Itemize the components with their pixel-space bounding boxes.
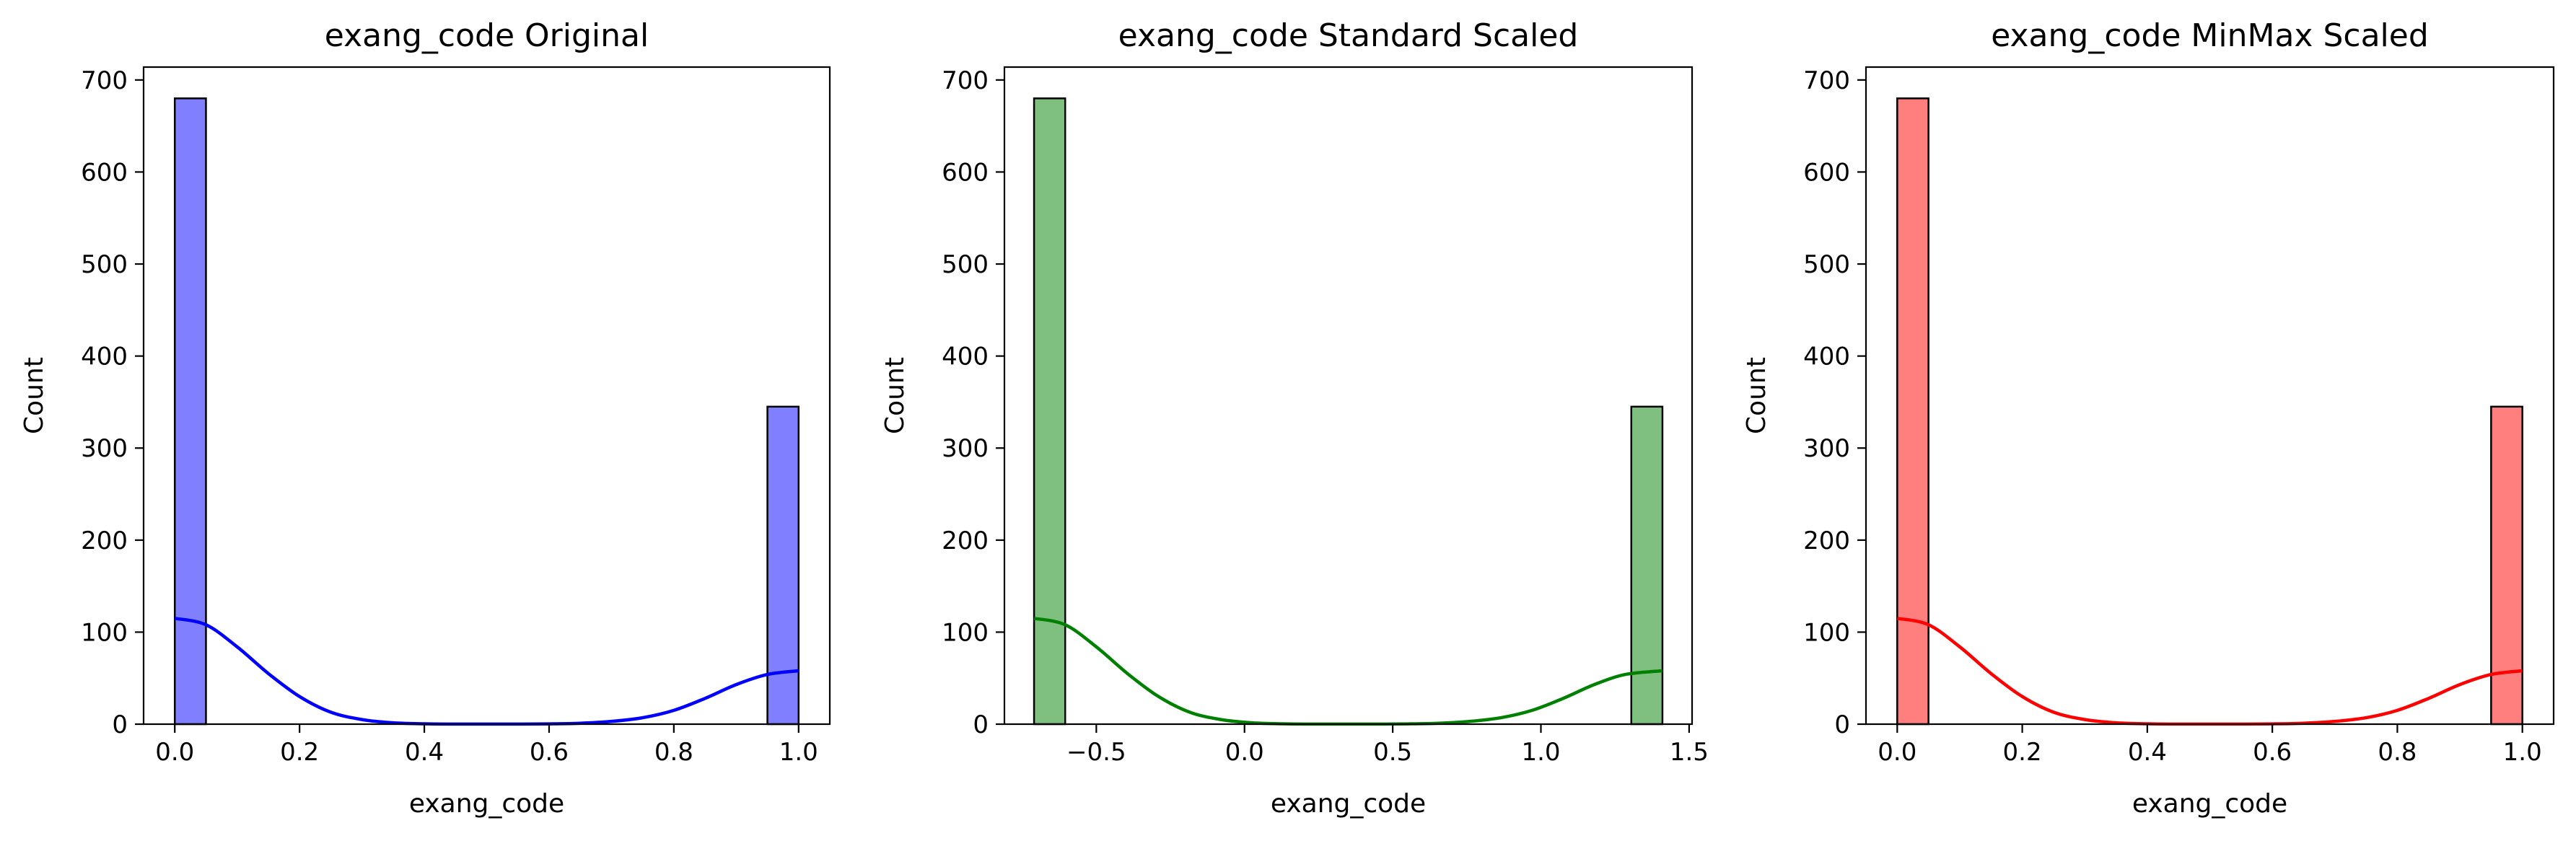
histogram-panel-original: 0.0 0.2 0.4 0.6 0.8 1.0 0 100 200 300 400 500 600 700… bbox=[19, 17, 831, 819]
x-tick-label: 0.6 bbox=[2253, 738, 2292, 767]
y-axis-label: Count bbox=[19, 357, 49, 434]
plot-frame bbox=[142, 66, 831, 726]
y-tick-label: 0 bbox=[112, 710, 128, 739]
y-axis-label: Count bbox=[1742, 357, 1771, 434]
y-tick-label: 700 bbox=[1803, 66, 1850, 95]
histogram-bar bbox=[1033, 97, 1066, 726]
x-tick-label: 1.5 bbox=[1670, 738, 1709, 767]
y-tick-label: 500 bbox=[1803, 250, 1850, 279]
histogram-bar bbox=[1896, 97, 1929, 726]
x-tick-label: 0.5 bbox=[1373, 738, 1412, 767]
x-axis-label: exang_code bbox=[2132, 789, 2287, 819]
x-tick-label: 0.0 bbox=[155, 738, 194, 767]
x-tick-label: 0.0 bbox=[1878, 738, 1916, 767]
x-tick-label: −0.5 bbox=[1066, 738, 1126, 767]
x-tick-label: 1.0 bbox=[2503, 738, 2542, 767]
y-tick-label: 700 bbox=[942, 66, 989, 95]
histogram-bar bbox=[2490, 405, 2523, 726]
y-tick-label: 100 bbox=[942, 618, 989, 647]
y-tick-label: 700 bbox=[81, 66, 128, 95]
histogram-bar bbox=[1630, 405, 1664, 726]
histogram-bar bbox=[766, 405, 800, 726]
x-axis-label: exang_code bbox=[1271, 789, 1426, 819]
y-tick-label: 500 bbox=[81, 250, 128, 279]
histogram-panel-minmax-scaled: 0.0 0.2 0.4 0.6 0.8 1.0 0 100 200 300 400 500 600 700… bbox=[1742, 17, 2555, 819]
x-tick-label: 0.4 bbox=[2128, 738, 2167, 767]
y-tick-label: 600 bbox=[1803, 158, 1850, 187]
x-tick-label: 0.4 bbox=[405, 738, 444, 767]
y-tick-label: 300 bbox=[1803, 434, 1850, 463]
y-tick-label: 400 bbox=[81, 343, 128, 371]
histogram-bar bbox=[173, 97, 207, 726]
plot-frame bbox=[1003, 66, 1694, 726]
y-tick-label: 200 bbox=[81, 527, 128, 555]
kde-curve bbox=[1033, 617, 1663, 726]
plot-frame bbox=[1865, 66, 2555, 726]
kde-curve bbox=[1896, 617, 2523, 726]
y-tick-label: 200 bbox=[942, 527, 989, 555]
y-tick-label: 400 bbox=[1803, 343, 1850, 371]
chart-title: exang_code Original bbox=[325, 17, 649, 54]
y-tick-label: 300 bbox=[81, 434, 128, 463]
x-tick-label: 0.8 bbox=[2378, 738, 2417, 767]
x-axis-label: exang_code bbox=[409, 789, 564, 819]
x-tick-label: 0.2 bbox=[2003, 738, 2042, 767]
x-tick-label: 0.0 bbox=[1225, 738, 1264, 767]
chart-title: exang_code MinMax Scaled bbox=[1991, 17, 2429, 54]
y-tick-label: 200 bbox=[1803, 527, 1850, 555]
y-tick-label: 600 bbox=[81, 158, 128, 187]
y-axis-label: Count bbox=[880, 357, 910, 434]
kde-curve bbox=[174, 617, 799, 726]
y-tick-label: 600 bbox=[942, 158, 989, 187]
y-tick-label: 500 bbox=[942, 250, 989, 279]
y-tick-label: 0 bbox=[973, 710, 989, 739]
y-tick-label: 100 bbox=[81, 618, 128, 647]
x-tick-label: 0.6 bbox=[530, 738, 569, 767]
y-tick-label: 0 bbox=[1834, 710, 1850, 739]
x-tick-label: 0.8 bbox=[654, 738, 693, 767]
histogram-panel-standard-scaled: −0.5 0.0 0.5 1.0 1.5 0 100 200 300 400 500 600 700 ex… bbox=[880, 17, 1709, 819]
x-tick-label: 0.2 bbox=[280, 738, 319, 767]
y-tick-label: 400 bbox=[942, 343, 989, 371]
chart-title: exang_code Standard Scaled bbox=[1118, 17, 1579, 54]
x-tick-label: 1.0 bbox=[779, 738, 818, 767]
x-tick-label: 1.0 bbox=[1521, 738, 1560, 767]
y-tick-label: 100 bbox=[1803, 618, 1850, 647]
y-tick-label: 300 bbox=[942, 434, 989, 463]
